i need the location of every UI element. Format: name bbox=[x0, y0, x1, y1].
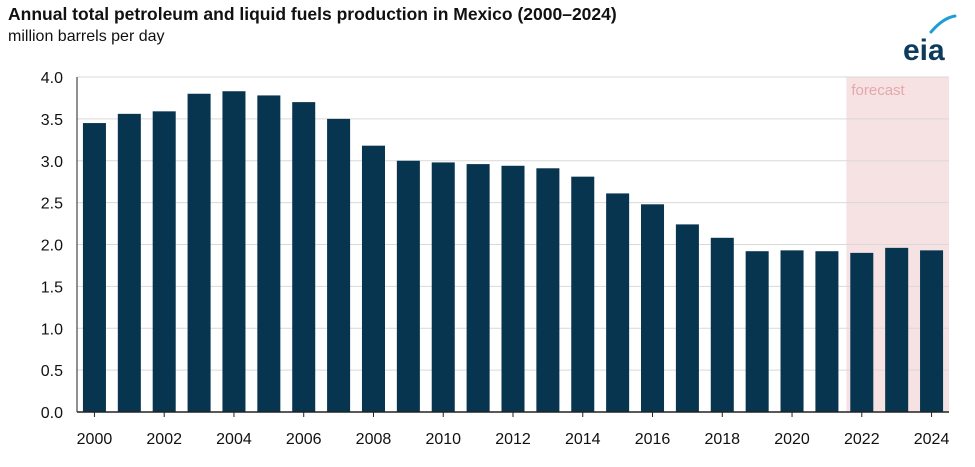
chart-subtitle: million barrels per day bbox=[8, 28, 165, 45]
bar-2023 bbox=[885, 247, 909, 412]
bar-2017 bbox=[675, 224, 699, 412]
bar-2004 bbox=[222, 91, 246, 413]
y-tick-label: 2.5 bbox=[41, 196, 63, 213]
y-tick-label: 1.0 bbox=[41, 321, 63, 338]
x-tick-label: 2004 bbox=[216, 431, 252, 448]
bar-2015 bbox=[606, 193, 630, 412]
bar-2010 bbox=[431, 162, 455, 412]
bar-2020 bbox=[780, 250, 804, 412]
y-tick-labels: 0.0 0.5 1.0 1.5 2.0 2.5 3.0 3.5 4.0 bbox=[41, 70, 63, 422]
y-tick-label: 0.0 bbox=[41, 405, 63, 422]
bars bbox=[82, 91, 944, 413]
bar-2006 bbox=[292, 102, 316, 412]
bar-2003 bbox=[187, 93, 211, 412]
y-tick-label: 3.5 bbox=[41, 112, 63, 129]
x-tick-label: 2002 bbox=[146, 431, 182, 448]
bar-2016 bbox=[641, 204, 665, 412]
x-tick-label: 2010 bbox=[425, 431, 461, 448]
bar-2000 bbox=[82, 123, 106, 412]
eia-logo: eia bbox=[903, 14, 957, 66]
bar-2019 bbox=[745, 251, 769, 412]
y-tick-label: 1.5 bbox=[41, 279, 63, 296]
bar-2008 bbox=[361, 145, 385, 413]
eia-logo-arc bbox=[929, 14, 957, 34]
bar-2009 bbox=[396, 160, 420, 412]
bar-2024 bbox=[920, 250, 944, 412]
x-tick-label: 2022 bbox=[844, 431, 880, 448]
bar-2001 bbox=[117, 113, 141, 412]
bar-2011 bbox=[466, 164, 490, 412]
y-tick-label: 0.5 bbox=[41, 363, 63, 380]
forecast-label: forecast bbox=[851, 82, 905, 99]
eia-logo-text: eia bbox=[903, 34, 945, 66]
x-tick-label: 2008 bbox=[356, 431, 392, 448]
y-tick-label: 2.0 bbox=[41, 238, 63, 255]
bar-2002 bbox=[152, 111, 176, 413]
x-tick-label: 2006 bbox=[286, 431, 322, 448]
x-tick-label: 2014 bbox=[565, 431, 601, 448]
bar-2012 bbox=[501, 165, 525, 412]
y-tick-label: 4.0 bbox=[41, 70, 63, 87]
y-tick-label: 3.0 bbox=[41, 154, 63, 171]
x-tick-label: 2016 bbox=[635, 431, 671, 448]
chart-title: Annual total petroleum and liquid fuels … bbox=[8, 4, 617, 24]
x-tick-labels: 2000 2002 2004 2006 2008 2010 2012 2014 2016 2018… bbox=[77, 412, 950, 448]
bar-2007 bbox=[327, 118, 351, 412]
x-tick-label: 2020 bbox=[774, 431, 810, 448]
x-tick-label: 2018 bbox=[704, 431, 740, 448]
x-tick-label: 2024 bbox=[914, 431, 950, 448]
bar-2021 bbox=[815, 251, 839, 412]
bar-2022 bbox=[850, 252, 874, 412]
bar-2018 bbox=[710, 237, 734, 412]
x-tick-label: 2000 bbox=[77, 431, 113, 448]
bar-2014 bbox=[571, 176, 595, 412]
bar-2005 bbox=[257, 95, 281, 413]
bar-2013 bbox=[536, 168, 560, 412]
x-tick-label: 2012 bbox=[495, 431, 531, 448]
